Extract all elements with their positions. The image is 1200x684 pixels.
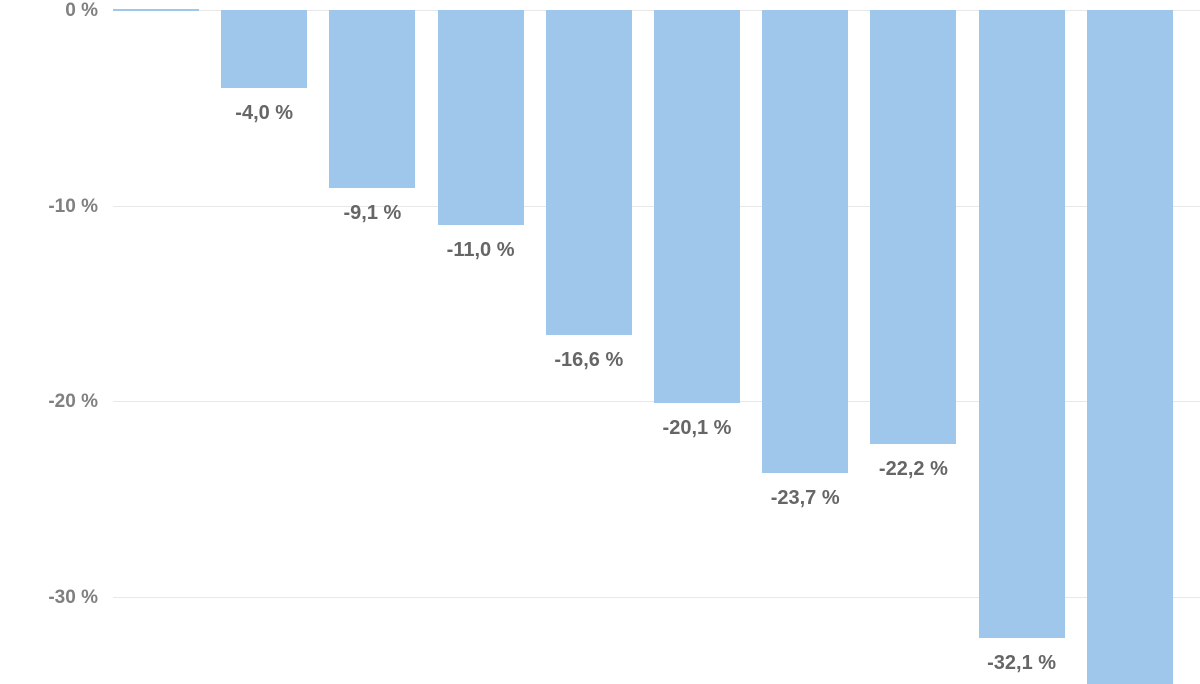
- bar: [329, 10, 416, 188]
- y-tick-label: -30 %: [48, 586, 98, 608]
- bar: [870, 10, 957, 444]
- bar: [654, 10, 740, 403]
- data-label: -23,7 %: [770, 487, 840, 510]
- data-label: -32,1 %: [987, 651, 1057, 674]
- gridline: [113, 596, 1200, 598]
- data-label: -11,0 %: [446, 239, 515, 262]
- data-label: -9,1 %: [343, 201, 402, 224]
- data-label: -22,2 %: [878, 458, 948, 480]
- bar: [437, 10, 524, 226]
- y-tick-label: -20 %: [48, 391, 98, 412]
- bar: [221, 10, 308, 89]
- data-label: -16,6 %: [554, 348, 624, 371]
- bar: [978, 10, 1065, 638]
- data-label: -4,0 %: [235, 102, 294, 125]
- bar: [1086, 10, 1173, 684]
- y-tick-label: 0 %: [65, 0, 98, 21]
- bar: [762, 10, 849, 474]
- bar: [545, 10, 632, 335]
- bar: [113, 9, 199, 11]
- data-label: -20,1 %: [662, 416, 732, 439]
- y-tick-label: -10 %: [48, 195, 98, 217]
